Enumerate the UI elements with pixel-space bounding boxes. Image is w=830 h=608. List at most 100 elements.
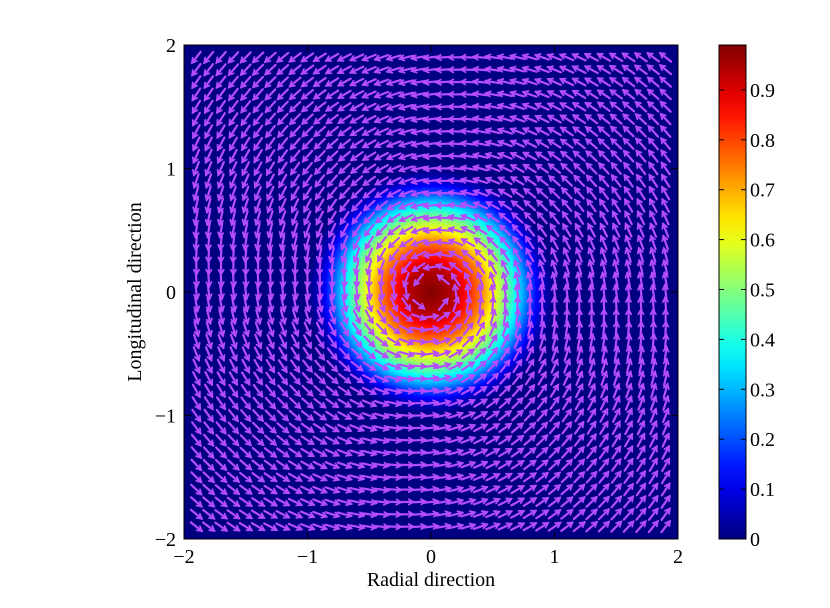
- quiver-arrow: [624, 432, 634, 448]
- quiver-arrow: [278, 346, 288, 362]
- quiver-arrow: [241, 173, 250, 189]
- quiver-arrow: [586, 186, 598, 200]
- quiver-arrow: [659, 88, 672, 101]
- quiver-arrow: [449, 323, 463, 335]
- quiver-arrow: [484, 188, 501, 198]
- quiver-arrow: [497, 522, 514, 531]
- quiver-arrow: [586, 210, 597, 225]
- quiver-arrow: [522, 151, 538, 161]
- quiver-arrow: [447, 497, 465, 505]
- quiver-arrow: [265, 137, 276, 151]
- x-tick-label: −2: [173, 546, 194, 568]
- quiver-arrow: [204, 371, 214, 387]
- quiver-arrow: [637, 382, 646, 399]
- quiver-arrow: [508, 65, 526, 73]
- quiver-arrow: [226, 471, 241, 483]
- quiver-arrow: [622, 113, 635, 125]
- quiver-arrow: [476, 271, 484, 288]
- quiver-arrow: [459, 140, 477, 147]
- quiver-arrow: [411, 262, 426, 273]
- quiver-arrow: [499, 371, 512, 385]
- quiver-arrow: [561, 198, 573, 213]
- quiver-arrow: [265, 149, 276, 164]
- quiver-arrow: [290, 185, 300, 201]
- quiver-arrow: [497, 164, 513, 173]
- quiver-arrow: [587, 234, 596, 251]
- quiver-arrow: [361, 511, 378, 519]
- quiver-arrow: [422, 66, 440, 74]
- quiver-arrow: [473, 423, 489, 433]
- quiver-arrow: [560, 174, 573, 187]
- quiver-arrow: [348, 65, 365, 75]
- quiver-arrow: [299, 510, 316, 519]
- quiver-arrow: [537, 358, 547, 374]
- quiver-arrow: [339, 321, 350, 337]
- quiver-arrow: [349, 138, 364, 149]
- quiver-arrow: [205, 321, 213, 338]
- quiver-arrow: [660, 136, 672, 151]
- quiver-arrow: [328, 259, 336, 277]
- quiver-arrow: [485, 522, 501, 531]
- quiver-arrow: [253, 185, 262, 202]
- quiver-arrow: [636, 197, 646, 213]
- quiver-arrow: [349, 436, 366, 445]
- quiver-arrow: [239, 434, 253, 447]
- quiver-arrow: [227, 434, 240, 447]
- quiver-arrow: [472, 473, 489, 481]
- quiver-arrow: [228, 124, 239, 139]
- quiver-arrow: [586, 198, 597, 213]
- quiver-arrow: [509, 139, 525, 148]
- quiver-arrow: [230, 283, 238, 301]
- quiver-arrow: [547, 175, 561, 187]
- quiver-arrow: [337, 126, 352, 137]
- quiver-arrow: [373, 461, 391, 469]
- quiver-arrow: [599, 420, 609, 435]
- quiver-arrow: [511, 384, 524, 398]
- quiver-arrow: [647, 519, 659, 534]
- quiver-arrow: [241, 148, 251, 164]
- quiver-arrow: [636, 185, 646, 201]
- quiver-arrow: [484, 102, 501, 110]
- quiver-arrow: [398, 201, 414, 210]
- quiver-arrow: [422, 498, 440, 506]
- quiver-arrow: [523, 421, 537, 434]
- quiver-arrow: [265, 161, 276, 177]
- quiver-arrow: [288, 64, 302, 76]
- quiver-arrow: [574, 234, 584, 251]
- quiver-arrow: [471, 139, 489, 147]
- quiver-arrow: [460, 411, 477, 420]
- quiver-arrow: [340, 259, 348, 276]
- quiver-arrow: [435, 436, 452, 444]
- quiver-arrow: [278, 173, 288, 189]
- quiver-arrow: [522, 163, 537, 174]
- quiver-arrow: [398, 189, 414, 198]
- quiver-arrow: [621, 52, 636, 63]
- quiver-arrow: [660, 482, 671, 497]
- quiver-arrow: [460, 386, 476, 396]
- quiver-arrow: [624, 283, 632, 301]
- quiver-arrow: [550, 271, 558, 288]
- quiver-arrow: [276, 64, 290, 76]
- quiver-arrow: [461, 335, 475, 348]
- colorbar-tick-label: 0.6: [750, 230, 775, 252]
- quiver-arrow: [278, 210, 287, 227]
- quiver-arrow: [472, 189, 489, 197]
- quiver-arrow: [350, 187, 364, 200]
- quiver-arrow: [624, 407, 633, 423]
- quiver-arrow: [584, 138, 598, 150]
- quiver-arrow: [410, 103, 427, 111]
- quiver-arrow: [487, 333, 498, 349]
- quiver-arrow: [217, 283, 225, 301]
- quiver-arrow: [336, 65, 352, 75]
- quiver-arrow: [353, 296, 361, 313]
- quiver-arrow: [537, 246, 547, 263]
- quiver-arrow: [560, 471, 574, 484]
- quiver-arrow: [472, 448, 489, 457]
- quiver-arrow: [202, 508, 216, 520]
- quiver-arrow: [625, 345, 633, 362]
- quiver-arrow: [625, 382, 633, 399]
- quiver-arrow: [623, 445, 634, 460]
- quiver-arrow: [341, 296, 349, 313]
- quiver-arrow: [276, 422, 290, 434]
- quiver-arrow: [300, 52, 315, 63]
